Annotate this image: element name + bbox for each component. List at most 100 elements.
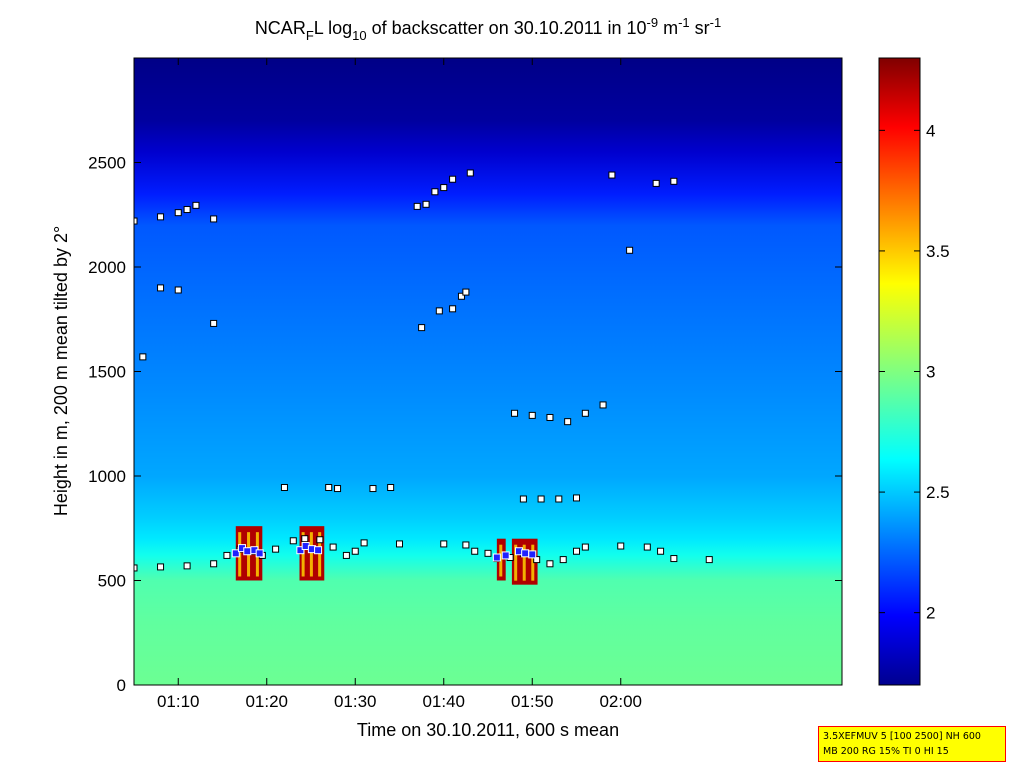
series-0-marker <box>396 540 403 548</box>
cloud-echo-streak <box>309 532 313 577</box>
y-axis: 0 500 1000 1500 2000 2500 <box>88 154 842 695</box>
x-tick-label: 01:10 <box>157 692 200 711</box>
series-2-marker <box>519 495 527 503</box>
series-2-marker <box>334 485 342 493</box>
series-2-marker <box>139 353 147 361</box>
y-tick-label: 1500 <box>88 363 126 382</box>
series-2-marker <box>528 411 536 419</box>
series-2-marker <box>581 409 589 417</box>
series-2-marker <box>573 494 580 502</box>
series-0-marker <box>471 547 479 555</box>
series-0-marker <box>223 551 231 559</box>
colorbar-tick-label: 4 <box>926 121 935 140</box>
x-tick-label: 01:50 <box>511 692 554 711</box>
series-0-marker <box>157 563 165 571</box>
series-0-marker <box>289 537 297 545</box>
series-2-marker <box>440 184 448 192</box>
series-2-marker <box>325 483 333 491</box>
series-1-marker <box>243 547 252 556</box>
series-0-marker <box>657 547 665 555</box>
y-tick-label: 2000 <box>88 258 126 277</box>
x-tick-label: 02:00 <box>599 692 642 711</box>
series-2-marker <box>183 206 191 214</box>
series-0-marker <box>329 543 337 551</box>
y-tick-label: 500 <box>98 572 126 591</box>
series-2-marker <box>555 495 563 503</box>
colorbar-tick-label: 3.5 <box>926 242 950 261</box>
cloud-echo-streak <box>531 544 535 581</box>
series-0-marker <box>581 543 589 551</box>
info-line-2: MB 200 RG 15% TI 0 HI 15 <box>823 746 949 757</box>
y-tick-label: 0 <box>117 676 126 695</box>
series-2-marker <box>280 483 288 491</box>
cloud-echo-streak <box>522 544 526 581</box>
series-2-marker <box>670 177 678 185</box>
series-2-marker <box>134 217 138 225</box>
series-2-marker <box>457 292 465 300</box>
series-0-marker <box>316 536 324 544</box>
series-2-marker <box>537 495 545 503</box>
series-1-marker <box>521 549 530 558</box>
series-0-marker <box>183 562 191 570</box>
cloud-echo-streak <box>514 544 518 581</box>
x-tick-label: 01:40 <box>422 692 465 711</box>
series-2-marker <box>157 284 165 292</box>
series-2-marker <box>387 483 395 491</box>
series-2-marker <box>466 169 474 177</box>
series-0-marker <box>342 551 350 559</box>
series-0-marker <box>705 556 713 564</box>
series-2-marker <box>157 213 165 221</box>
series-2-marker <box>413 202 421 210</box>
series-0-marker <box>440 540 448 548</box>
series-2-marker <box>564 418 572 426</box>
series-0-marker <box>617 542 625 550</box>
series-2-marker <box>435 307 443 315</box>
series-0-marker <box>462 541 470 549</box>
series-1-marker <box>528 550 537 559</box>
y-tick-label: 1000 <box>88 467 126 486</box>
series-2-marker <box>174 209 182 217</box>
plot-area <box>134 58 842 685</box>
series-0-marker <box>360 539 368 547</box>
series-0-marker <box>351 547 359 555</box>
series-0-marker <box>533 556 541 564</box>
series-1-marker <box>492 553 501 562</box>
series-2-marker <box>652 179 660 187</box>
backscatter-field <box>134 58 842 685</box>
settings-info-box: 3.5XEFMUV 5 [100 2500] NH 600 MB 200 RG … <box>818 726 1006 762</box>
series-0-marker <box>134 564 138 572</box>
series-0-marker <box>559 556 567 564</box>
series-2-marker <box>449 175 457 183</box>
colorbar-tick-label: 2 <box>926 604 935 623</box>
series-0-marker <box>272 545 280 553</box>
series-2-marker <box>431 188 439 196</box>
colorbar-axis: 2 2.5 3 3.5 4 <box>879 121 950 623</box>
series-1-marker <box>255 549 264 558</box>
x-axis: 01:10 01:20 01:30 01:40 01:50 02:00 <box>157 58 642 711</box>
y-tick-label: 2500 <box>88 154 126 173</box>
x-tick-label: 01:20 <box>245 692 288 711</box>
series-2-marker <box>608 171 616 179</box>
series-2-marker <box>449 305 457 313</box>
colorbar-tick-label: 3 <box>926 363 935 382</box>
series-2-marker <box>626 246 634 254</box>
series-2-marker <box>174 286 182 294</box>
series-0-marker <box>573 547 580 555</box>
colorbar-tick-label: 2.5 <box>926 483 950 502</box>
series-2-marker <box>422 200 430 208</box>
series-1-marker <box>314 546 323 555</box>
series-2-marker <box>418 324 426 332</box>
series-2-marker <box>599 401 607 409</box>
series-2-marker <box>369 485 377 493</box>
chart-title: NCARFL log10 of backscatter on 30.10.201… <box>255 15 721 43</box>
series-1-marker <box>296 546 305 555</box>
colorbar <box>878 57 921 686</box>
info-line-1: 3.5XEFMUV 5 [100 2500] NH 600 <box>823 731 981 742</box>
series-0-marker <box>484 549 492 557</box>
y-axis-label: Height in m, 200 m mean tilted by 2° <box>51 226 71 516</box>
series-2-marker <box>192 201 200 209</box>
series-1-marker <box>231 549 240 558</box>
series-2-marker <box>210 215 218 223</box>
series-0-marker <box>670 555 678 563</box>
